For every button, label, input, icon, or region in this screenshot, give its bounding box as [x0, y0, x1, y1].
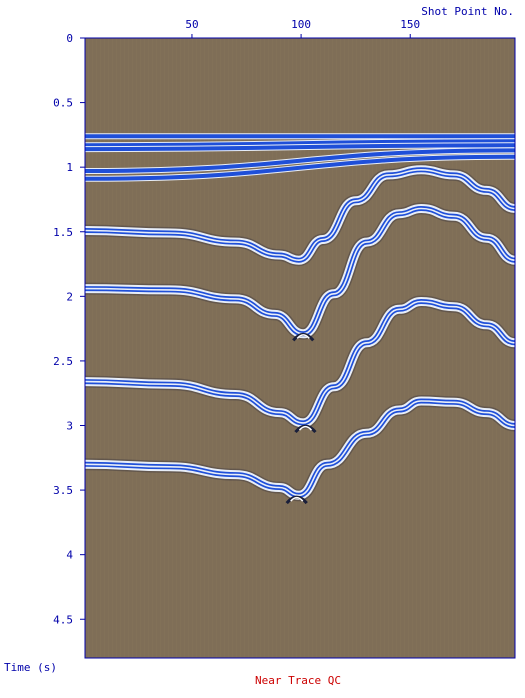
- y-tick-label: 4.5: [53, 613, 73, 626]
- y-tick-label: 1: [66, 161, 73, 174]
- diffraction-point-3: [285, 495, 308, 505]
- y-tick-label: 4: [66, 549, 73, 562]
- y-tick-label: 2: [66, 290, 73, 303]
- event-refraction-4: [84, 147, 516, 174]
- event-reflector-9: [84, 394, 516, 502]
- event-refraction-3: [84, 142, 516, 153]
- y-axis-label: Time (s): [4, 661, 57, 674]
- chart-caption: Near Trace QC: [255, 674, 341, 687]
- event-direct-2: [84, 138, 516, 149]
- x-tick-label: 50: [185, 18, 198, 31]
- y-tick-label: 3: [66, 420, 73, 433]
- y-tick-label: 3.5: [53, 484, 73, 497]
- x-axis: 50 100 150: [185, 18, 420, 38]
- x-tick-label: 150: [400, 18, 420, 31]
- y-tick-label: 0: [66, 32, 73, 45]
- event-reflector-6: [84, 163, 516, 267]
- event-refraction-5: [84, 153, 516, 182]
- seismic-data-panel[interactable]: [85, 38, 515, 658]
- diffraction-points: [285, 332, 317, 505]
- y-tick-label: 1.5: [53, 226, 73, 239]
- y-axis: 0 0.5 1 1.5 2 2.5 3 3.5 4 4.5: [53, 32, 85, 626]
- x-axis-label: Shot Point No.: [421, 5, 514, 18]
- plot-frame: [84, 37, 516, 659]
- y-tick-label: 2.5: [53, 355, 73, 368]
- diffraction-point-2: [294, 424, 317, 434]
- diffraction-point-1: [292, 332, 315, 342]
- event-reflector-7: [84, 202, 517, 340]
- event-reflector-8: [84, 295, 516, 429]
- y-tick-label: 0.5: [53, 97, 73, 110]
- reflection-events: [84, 133, 517, 502]
- x-tick-label: 100: [291, 18, 311, 31]
